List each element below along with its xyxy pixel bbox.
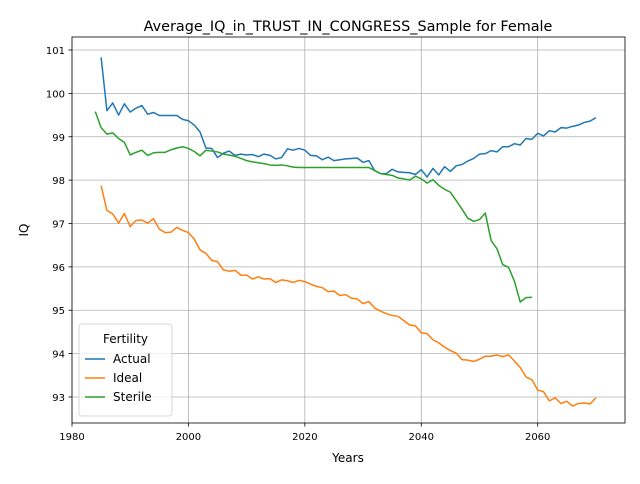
y-tick-label: 96 bbox=[52, 263, 65, 274]
legend-items: Actual Ideal Sterile bbox=[85, 352, 152, 404]
legend-label: Ideal bbox=[113, 371, 142, 385]
x-axis-ticks: 1980 2000 2020 2040 2060 bbox=[59, 423, 550, 443]
legend-item-actual: Actual bbox=[85, 352, 151, 366]
legend: Fertility Actual Ideal Sterile bbox=[78, 323, 173, 417]
y-tick-label: 97 bbox=[52, 219, 65, 230]
legend-label: Actual bbox=[113, 352, 151, 366]
chart-title: Average_IQ_in_TRUST_IN_CONGRESS_Sample f… bbox=[144, 19, 553, 35]
legend-label: Sterile bbox=[113, 390, 152, 404]
series-line-ideal bbox=[100, 185, 597, 407]
series-line-actual bbox=[100, 57, 597, 178]
y-tick-label: 95 bbox=[52, 306, 65, 317]
y-axis-ticks: 93 94 95 96 97 98 99 100 101 bbox=[46, 46, 72, 404]
x-tick-label: 2000 bbox=[176, 432, 201, 443]
legend-item-sterile: Sterile bbox=[85, 390, 152, 404]
y-tick-label: 98 bbox=[52, 176, 65, 187]
grid bbox=[71, 37, 625, 423]
y-tick-label: 93 bbox=[52, 393, 65, 404]
series-line-sterile bbox=[94, 111, 532, 303]
legend-title: Fertility bbox=[103, 332, 148, 346]
x-tick-label: 2020 bbox=[292, 432, 317, 443]
x-tick-label: 2060 bbox=[525, 432, 550, 443]
x-tick-label: 1980 bbox=[59, 432, 84, 443]
x-tick-label: 2040 bbox=[409, 432, 434, 443]
y-tick-label: 99 bbox=[52, 133, 65, 144]
x-axis-label: Years bbox=[331, 451, 364, 465]
plot-frame bbox=[71, 36, 626, 424]
legend-box bbox=[78, 323, 173, 417]
y-tick-label: 100 bbox=[46, 89, 65, 100]
y-tick-label: 94 bbox=[52, 350, 65, 361]
y-axis-label: IQ bbox=[17, 224, 31, 237]
y-tick-label: 101 bbox=[46, 46, 65, 57]
legend-item-ideal: Ideal bbox=[85, 371, 142, 385]
series-lines bbox=[94, 57, 597, 407]
